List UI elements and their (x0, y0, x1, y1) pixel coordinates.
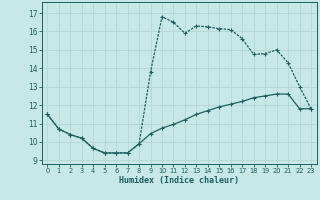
X-axis label: Humidex (Indice chaleur): Humidex (Indice chaleur) (119, 176, 239, 185)
